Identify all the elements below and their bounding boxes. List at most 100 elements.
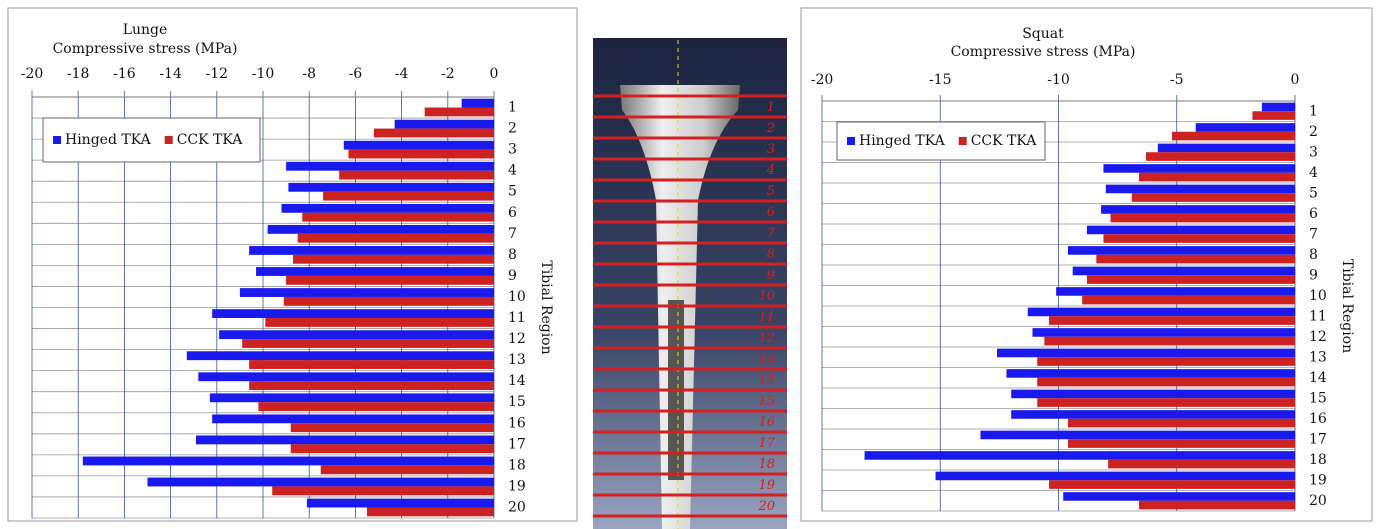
bar	[1146, 152, 1295, 161]
page: Lunge Compressive stress (MPa) Tibial Regi…	[0, 0, 1378, 529]
y-tick-label: 6	[508, 205, 517, 221]
x-tick-label: -14	[159, 66, 182, 82]
region-label: 6	[767, 205, 775, 220]
y-tick-label: 9	[508, 268, 517, 284]
bar	[1037, 378, 1295, 387]
bar	[1087, 275, 1295, 284]
y-tick-label: 13	[508, 352, 526, 368]
bar	[212, 309, 494, 318]
y-tick-label: 6	[1309, 206, 1318, 222]
y-tick-label: 10	[1309, 288, 1327, 304]
bar	[323, 192, 494, 201]
y-tick-label: 16	[508, 415, 526, 431]
x-tick-label: -15	[929, 72, 952, 88]
x-tick-label: -8	[302, 66, 316, 82]
region-label: 8	[767, 247, 775, 262]
y-axis-label: Tibial Region	[538, 260, 554, 354]
bar	[462, 99, 494, 108]
lunge-chart: Lunge Compressive stress (MPa) Tibial Regi…	[0, 0, 585, 529]
bar	[1032, 328, 1295, 337]
x-tick-label: -10	[1047, 72, 1070, 88]
bar	[242, 339, 494, 348]
implant-image: 1234567891011121314151617181920	[590, 0, 790, 529]
y-tick-label: 14	[1309, 370, 1327, 386]
y-tick-label: 16	[1309, 411, 1327, 427]
y-tick-label: 18	[508, 457, 526, 473]
y-tick-label: 5	[508, 184, 517, 200]
x-tick-label: -20	[21, 66, 44, 82]
x-tick-label: -20	[811, 72, 834, 88]
chart-title: Lunge	[123, 22, 168, 38]
bar	[307, 499, 494, 508]
bar	[997, 349, 1295, 358]
bar	[281, 204, 494, 213]
bar	[865, 451, 1295, 460]
bar	[210, 393, 494, 402]
x-tick-label: -10	[252, 66, 275, 82]
x-axis-label: Compressive stress (MPa)	[53, 41, 238, 57]
y-tick-label: 12	[508, 331, 526, 347]
x-axis-label: Compressive stress (MPa)	[951, 44, 1136, 60]
bar	[1252, 111, 1295, 120]
y-tick-label: 19	[1309, 472, 1327, 488]
bar	[291, 444, 494, 453]
bar	[268, 225, 494, 234]
bar	[1106, 185, 1295, 194]
y-tick-label: 5	[1309, 185, 1318, 201]
bar	[240, 288, 494, 297]
bar	[1073, 267, 1295, 276]
bar	[1101, 205, 1295, 214]
region-label: 12	[758, 331, 775, 346]
region-label: 9	[767, 268, 775, 283]
bar	[148, 478, 495, 487]
region-label: 1	[767, 100, 775, 115]
region-label: 13	[758, 352, 775, 367]
y-tick-label: 1	[1309, 103, 1318, 119]
bar	[1108, 460, 1295, 469]
bar	[1172, 132, 1295, 141]
y-tick-label: 1	[508, 100, 517, 116]
bar	[1082, 296, 1295, 305]
legend-swatch	[165, 136, 173, 144]
bar	[265, 318, 494, 327]
bar	[83, 457, 494, 466]
bar	[187, 351, 494, 360]
y-tick-label: 20	[1309, 493, 1327, 509]
y-tick-label: 12	[1309, 329, 1327, 345]
bar	[1011, 390, 1295, 399]
bar	[249, 246, 494, 255]
bar	[1111, 214, 1295, 223]
legend-label: CCK TKA	[971, 133, 1038, 149]
bar	[1063, 492, 1295, 501]
region-label: 10	[758, 289, 775, 304]
legend-label: CCK TKA	[177, 132, 244, 148]
region-label: 20	[757, 499, 775, 514]
bar	[1087, 226, 1295, 235]
bar	[293, 255, 494, 264]
region-label: 18	[758, 457, 775, 472]
bar	[1068, 419, 1295, 428]
bar	[1037, 357, 1295, 366]
bar	[980, 431, 1295, 440]
region-label: 17	[758, 436, 775, 451]
bar	[321, 465, 494, 474]
y-tick-label: 14	[508, 373, 526, 389]
bar	[286, 276, 494, 285]
y-tick-label: 3	[1309, 144, 1318, 160]
x-tick-label: 0	[490, 66, 499, 82]
bar	[196, 435, 494, 444]
y-tick-label: 17	[1309, 431, 1327, 447]
bar	[1028, 308, 1295, 317]
bar	[1049, 316, 1295, 325]
bar	[1049, 480, 1295, 489]
y-tick-label: 7	[508, 226, 517, 242]
bar	[1006, 369, 1295, 378]
legend-label: Hinged TKA	[65, 132, 152, 148]
y-tick-label: 15	[1309, 390, 1327, 406]
y-tick-label: 10	[508, 289, 526, 305]
bar	[1056, 287, 1295, 296]
y-tick-label: 3	[508, 142, 517, 158]
region-label: 7	[767, 226, 776, 241]
y-tick-label: 4	[508, 163, 517, 179]
